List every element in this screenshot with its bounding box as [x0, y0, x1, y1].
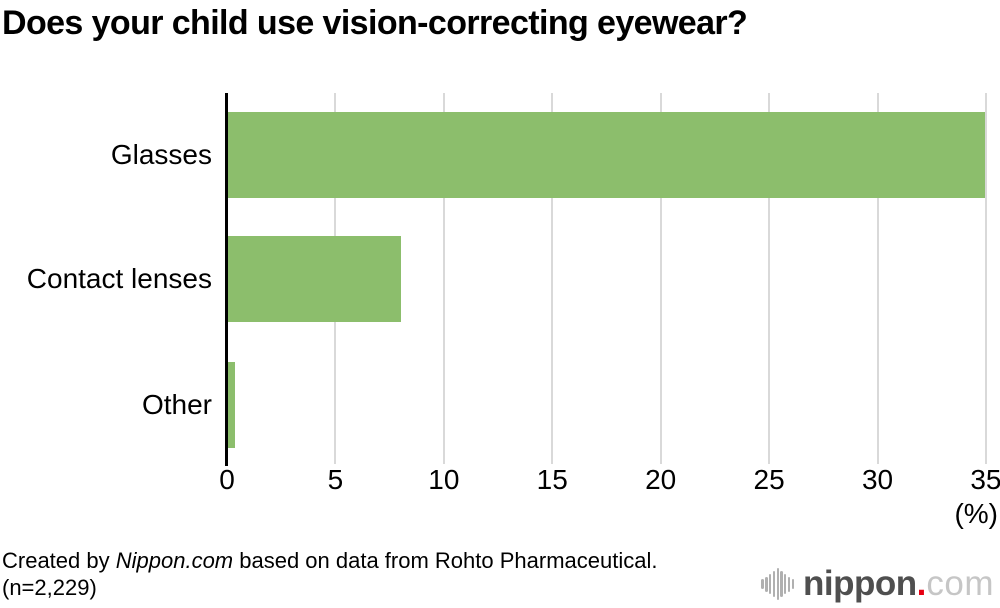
x-tick-label-5: 5 — [327, 464, 344, 495]
gridline-15 — [551, 93, 554, 464]
plot-area: Glasses Contact lenses Other (%) 0 5 10 15 2… — [0, 93, 1000, 529]
credit-suffix: based on data from Rohto Pharmaceutical. — [233, 548, 658, 573]
bar-row-contact-lenses: Contact lenses — [0, 236, 1000, 322]
bar-row-other: Other — [0, 362, 1000, 448]
x-tick-label-35: 35 — [970, 464, 1000, 495]
soundwave-bars-icon — [761, 568, 795, 600]
credit-prefix: Created by — [2, 548, 116, 573]
logo-dot: . — [916, 564, 927, 603]
logo-tld-text: com — [926, 564, 994, 603]
bar-other — [228, 362, 235, 448]
x-tick-label-20: 20 — [645, 464, 677, 495]
x-tick-label-25: 25 — [753, 464, 785, 495]
gridline-30 — [876, 93, 879, 464]
credit-line: Created by Nippon.com based on data from… — [2, 547, 657, 574]
y-axis-line — [225, 93, 228, 466]
category-label-contact-lenses: Contact lenses — [26, 263, 212, 294]
sample-size: (n=2,229) — [2, 575, 97, 600]
x-tick-label-30: 30 — [861, 464, 894, 495]
gridline-35 — [984, 93, 987, 464]
chart-title: Does your child use vision-correcting ey… — [2, 4, 748, 42]
nippon-logo: nippon. com — [761, 564, 994, 604]
bar-glasses — [228, 112, 985, 198]
bar-row-glasses: Glasses — [0, 112, 1000, 198]
gridline-10 — [442, 93, 445, 464]
credit-source: Nippon.com — [115, 548, 234, 573]
footer-credit: Created by Nippon.com based on data from… — [2, 547, 657, 601]
x-axis-unit-label: (%) — [954, 498, 998, 529]
gridline-25 — [768, 93, 771, 464]
bar-contact-lenses — [228, 236, 401, 322]
x-tick-label-10: 10 — [428, 464, 460, 495]
gridline-20 — [659, 93, 662, 464]
category-label-other: Other — [141, 389, 212, 420]
logo-brand-text: nippon — [803, 564, 917, 603]
category-label-glasses: Glasses — [110, 139, 212, 170]
x-tick-label-0: 0 — [219, 464, 235, 495]
x-tick-label-15: 15 — [536, 464, 568, 495]
